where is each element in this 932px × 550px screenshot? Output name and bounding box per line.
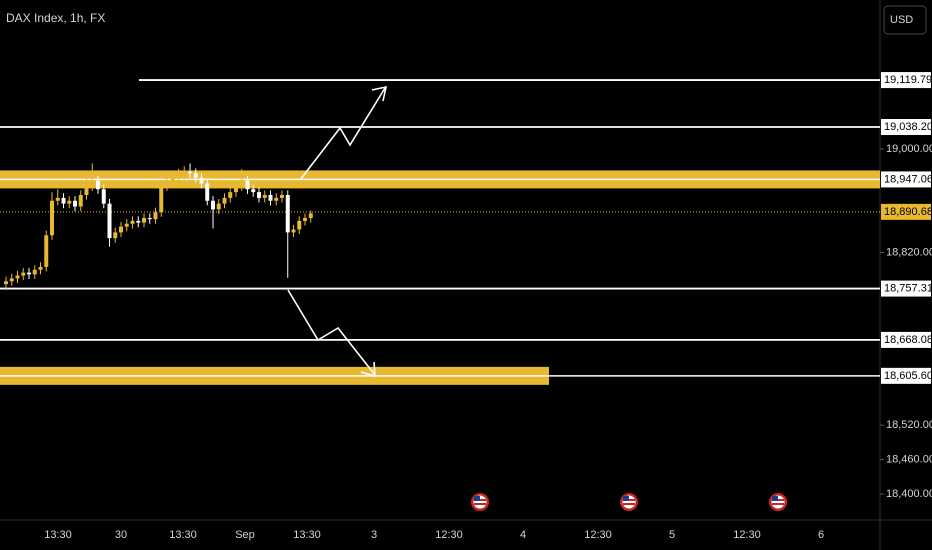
candle-body: [101, 189, 106, 204]
candle-body: [96, 180, 100, 190]
candle-body: [239, 180, 244, 187]
level-label: 18,605.60: [884, 370, 932, 382]
currency-label[interactable]: USD: [890, 14, 913, 26]
candle-body: [165, 183, 169, 187]
arrows: [287, 85, 388, 378]
candle-body: [124, 223, 129, 227]
candle-body: [84, 186, 89, 195]
level-label-box: [881, 367, 931, 384]
level-label-box: [881, 203, 931, 220]
candle-body: [107, 203, 112, 239]
candle-body: [245, 180, 250, 190]
level-label-box: [881, 331, 931, 348]
candle-body: [55, 197, 60, 201]
level-label-box: [881, 119, 931, 136]
level-label: 18,757.31: [884, 282, 932, 294]
candle-body: [147, 218, 152, 220]
candle-body: [216, 203, 221, 210]
candle-body: [73, 200, 77, 207]
x-tick-label: 6: [818, 529, 824, 541]
candle-body: [193, 173, 198, 178]
candle-body: [21, 272, 26, 276]
level-label: 18,668.08: [884, 334, 932, 346]
event-icons: [471, 493, 787, 511]
candle-body: [291, 229, 296, 233]
y-tick-label: 18,820.00: [886, 246, 932, 258]
event-icon: [620, 493, 638, 511]
candle-body: [268, 195, 273, 201]
down-arrow: [287, 289, 376, 376]
candle-body: [303, 218, 307, 221]
x-tick-label: 13:30: [169, 529, 197, 541]
level-label: 18,890.68: [884, 206, 932, 218]
candle-body: [199, 177, 204, 184]
candle-body: [15, 275, 20, 279]
candle-body: [67, 200, 72, 204]
x-tick-label: 3: [371, 529, 377, 541]
x-tick-label: 4: [520, 529, 526, 541]
candle-body: [78, 195, 83, 207]
x-tick-label: 12:30: [584, 529, 612, 541]
level-label-box: [881, 280, 931, 297]
candle-body: [308, 213, 313, 219]
chart-title: DAX Index, 1h, FX: [6, 11, 105, 25]
up-arrow: [299, 87, 386, 181]
level-label: 19,038.20: [884, 121, 932, 133]
down-arrow-head: [360, 361, 376, 378]
candle-body: [4, 281, 8, 285]
level-label: 18,947.06: [884, 173, 932, 185]
candle-body: [32, 269, 37, 275]
candle-body: [274, 197, 279, 201]
y-tick-label: 18,400.00: [886, 488, 932, 500]
candle-body: [228, 192, 233, 198]
candle-body: [280, 195, 284, 198]
candle-body: [205, 183, 210, 201]
candle-body: [285, 195, 290, 233]
x-tick-label: 30: [115, 529, 127, 541]
y-tick-label: 18,520.00: [886, 419, 932, 431]
currency-button[interactable]: [883, 5, 927, 35]
x-tick-label: 13:30: [293, 529, 321, 541]
candle-body: [251, 189, 256, 193]
candle-body: [90, 180, 95, 187]
candle-body: [222, 197, 227, 204]
candle-body: [119, 226, 123, 233]
candle-body: [297, 220, 302, 230]
candle-body: [9, 278, 14, 282]
candle-body: [44, 235, 49, 267]
candle-body: [176, 174, 181, 178]
candle-body: [159, 186, 164, 213]
candle-body: [61, 197, 66, 204]
level-label-box: [881, 72, 931, 89]
x-tick-label: 5: [669, 529, 675, 541]
candle-body: [142, 218, 146, 223]
x-tick-label: 13:30: [44, 529, 72, 541]
event-icon: [471, 493, 489, 511]
event-icon: [769, 493, 787, 511]
candle-body: [170, 177, 175, 184]
candle-body: [234, 186, 238, 193]
candle-body: [211, 200, 215, 210]
x-tick-label: 12:30: [435, 529, 463, 541]
x-tick-label: Sep: [235, 529, 255, 541]
level-label: 19,119.79: [884, 74, 932, 86]
candle-body: [136, 220, 141, 223]
candle-body: [27, 272, 31, 275]
candle-body: [50, 200, 54, 236]
candle-body: [153, 212, 158, 220]
y-tick-label: 19,000.00: [886, 143, 932, 155]
candle-body: [262, 195, 267, 198]
candle-body: [130, 220, 135, 224]
candle-body: [188, 171, 192, 174]
up-arrow-head: [371, 85, 388, 102]
candle-body: [257, 192, 261, 198]
x-tick-label: 12:30: [733, 529, 761, 541]
candle-body: [113, 232, 118, 239]
candle-body: [182, 171, 187, 175]
level-label-box: [881, 171, 931, 188]
y-tick-label: 18,460.00: [886, 454, 932, 466]
candle-body: [38, 266, 43, 270]
